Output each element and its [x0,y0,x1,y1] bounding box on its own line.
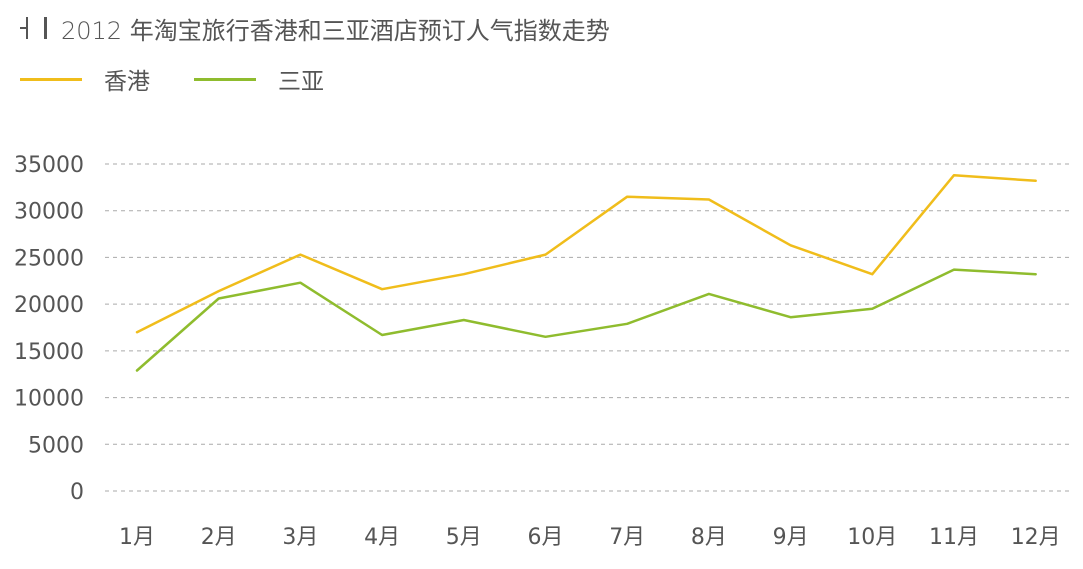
x-tick-label: 5月 [446,525,482,550]
title-decoration-icon [20,17,47,39]
legend-label-hongkong: 香港 [104,69,150,95]
legend-swatch-sanya [194,77,256,81]
y-tick-label: 0 [70,480,84,505]
y-tick-label: 30000 [14,200,84,225]
x-tick-label: 7月 [609,525,645,550]
bar-mark-icon [44,17,47,39]
y-tick-label: 5000 [28,433,84,458]
y-tick-label: 20000 [14,293,84,318]
x-tick-label: 12月 [1011,525,1061,550]
y-tick-label: 15000 [14,340,84,365]
x-tick-label: 8月 [691,525,727,550]
x-tick-label: 3月 [282,525,318,550]
legend-label-sanya: 三亚 [278,69,324,95]
series-line-sanya [135,268,1037,372]
x-tick-label: 10月 [847,525,897,550]
x-tick-label: 9月 [773,525,809,550]
x-tick-label: 4月 [364,525,400,550]
chart-header: 2012 年淘宝旅行香港和三亚酒店预订人气指数走势 [20,8,610,48]
x-tick-label: 11月 [929,525,979,550]
y-tick-label: 10000 [14,387,84,412]
bracket-mark-icon [20,17,30,39]
legend-item-sanya: 三亚 [194,62,324,96]
legend-swatch-hongkong [20,77,82,81]
chart-title: 2012 年淘宝旅行香港和三亚酒店预订人气指数走势 [61,16,610,45]
chart-legend: 香港 三亚 [20,62,368,96]
x-tick-label: 1月 [119,525,155,550]
x-tick-label: 6月 [528,525,564,550]
legend-item-hongkong: 香港 [20,62,150,96]
y-tick-label: 25000 [14,246,84,271]
y-tick-label: 35000 [14,153,84,178]
series-line-hongkong [135,173,1037,334]
x-tick-label: 2月 [201,525,237,550]
